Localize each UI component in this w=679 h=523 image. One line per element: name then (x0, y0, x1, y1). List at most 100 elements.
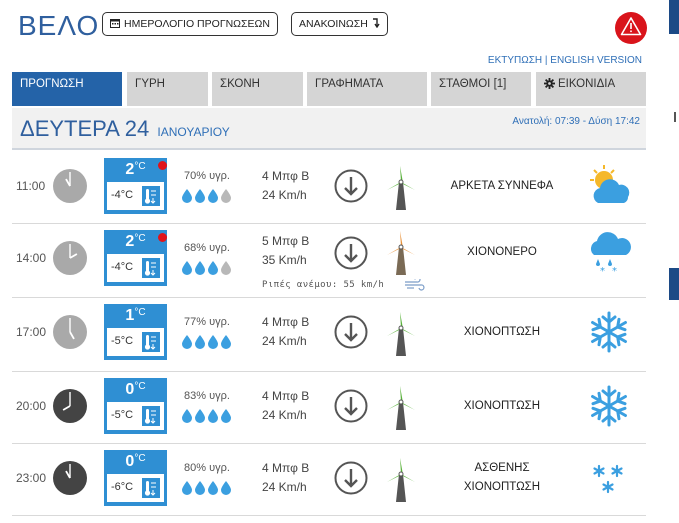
tab-label: ΓΡΑΦΗΜΑΤΑ (315, 78, 384, 90)
tab-icons[interactable]: ΕΙΚΟΝΙΔΙΑ (536, 72, 646, 106)
wind-beaufort: 4 Μπφ Β (262, 315, 310, 329)
wind-speed: 24 Km/h (262, 480, 307, 494)
temperature-box: 1°C -5°C (104, 304, 167, 360)
max-temperature-value: 2 (125, 233, 135, 250)
forecast-row: 11:00 2°C -4°C 70% υγρ. 4 Μπφ Β 24 Km/h ΑΡΚΕΤΑ… (12, 152, 646, 224)
wind-beaufort: 4 Μπφ Β (262, 389, 310, 403)
condition-line: ΧΙΟΝΟΠΤΩΣΗ (463, 481, 541, 493)
snowflake-icon (586, 309, 632, 360)
wind-direction-arrow-icon (334, 389, 368, 428)
clock-icon (52, 460, 88, 501)
min-temperature-box: -5°C (107, 328, 164, 356)
max-temperature: 1°C (104, 307, 167, 325)
humidity: 77% υγρ. (184, 316, 230, 328)
warning-alert-button[interactable] (615, 12, 647, 44)
tab-label: ΕΙΚΟΝΙΔΙΑ (558, 78, 616, 90)
wind-turbine-icon (384, 384, 418, 435)
sunrise-sunset: Ανατολή: 07:39 - Δύση 17:42 (512, 116, 640, 127)
water-drop-icon (182, 261, 192, 280)
alert-dot (158, 161, 167, 170)
wind-turbine-icon (384, 456, 418, 507)
max-temperature-value: 0 (125, 381, 135, 398)
min-temperature: -6°C (111, 481, 134, 493)
links-separator: | (544, 55, 548, 66)
level-down-arrow-icon (372, 17, 380, 31)
forecast-calendar-button[interactable]: ΗΜΕΡΟΛΟΓΙΟ ΠΡΟΓΝΩΣΕΩΝ (102, 12, 278, 36)
clock-icon (52, 168, 88, 209)
wind-info: 4 Μπφ Β 24 Km/h (262, 313, 309, 351)
calendar-icon (110, 18, 120, 31)
forecast-calendar-label: ΗΜΕΡΟΛΟΓΙΟ ΠΡΟΓΝΩΣΕΩΝ (124, 18, 270, 30)
wind-beaufort: 4 Μπφ Β (262, 461, 310, 475)
thermometer-icon (142, 406, 160, 431)
print-link[interactable]: ΕΚΤΥΠΩΣΗ (487, 55, 543, 66)
max-temperature: 2°C (104, 233, 167, 251)
water-drop-icon (182, 335, 192, 354)
water-drop-icon (182, 189, 192, 208)
condition-line: ΑΣΘΕΝΗΣ (474, 462, 530, 474)
water-drop-icon (221, 261, 231, 280)
max-temperature-value: 0 (125, 453, 135, 470)
water-drop-icon (208, 335, 218, 354)
water-drop-icon (221, 189, 231, 208)
weather-condition: ΧΙΟΝΟΠΤΩΣΗ (442, 323, 562, 342)
water-drop-icon (208, 261, 218, 280)
day-title: ΔΕΥΤΕΡΑ 24 ΙΑΝΟΥΑΡΙΟΥ (20, 116, 230, 142)
tab-charts[interactable]: ΓΡΑΦΗΜΑΤΑ (307, 72, 427, 106)
wind-info: 5 Μπφ Β 35 Km/h (262, 232, 309, 270)
tab-forecast[interactable]: ΠΡΟΓΝΩΣΗ (12, 72, 122, 106)
tab-stations[interactable]: ΣΤΑΘΜΟΙ [1] (431, 72, 531, 106)
wind-turbine-icon (384, 229, 418, 280)
svg-text:*: * (600, 266, 605, 275)
alert-dot (158, 233, 167, 242)
wind-gust: Ριπές ανέμου: 55 km/h (262, 280, 385, 290)
max-temperature: 2°C (104, 161, 167, 179)
clock-icon (52, 314, 88, 355)
warning-triangle-icon (620, 16, 642, 41)
max-temperature: 0°C (104, 453, 167, 471)
wind-beaufort: 5 Μπφ Β (262, 234, 310, 248)
wind-direction-arrow-icon (334, 315, 368, 354)
water-drop-icon (195, 409, 205, 428)
wind-info: 4 Μπφ Β 24 Km/h (262, 459, 309, 497)
wind-direction-arrow-icon (334, 461, 368, 500)
wind-beaufort: 4 Μπφ Β (262, 169, 310, 183)
english-version-link[interactable]: ENGLISH VERSION (550, 55, 642, 66)
water-drop-icon (208, 189, 218, 208)
humidity-drops (182, 189, 231, 208)
tab-dust[interactable]: ΣΚΟΝΗ (212, 72, 303, 106)
temperature-box: 0°C -5°C (104, 378, 167, 434)
announcement-button[interactable]: ΑΝΑΚΟΙΝΩΣΗ (291, 12, 388, 36)
condition-line: ΧΙΟΝΟΠΤΩΣΗ (463, 325, 541, 338)
water-drop-icon (221, 335, 231, 354)
water-drop-icon (182, 481, 192, 500)
weather-condition: ΑΡΚΕΤΑ ΣΥΝΝΕΦΑ (442, 177, 562, 196)
forecast-row: 14:00 2°C -4°C 68% υγρ. 5 Μπφ Β 35 Km/h Ριπές … (12, 224, 646, 298)
temperature-unit: °C (134, 307, 146, 318)
sleet-icon: * * (586, 229, 632, 280)
wind-turbine-icon (384, 164, 418, 215)
humidity-drops (182, 481, 231, 500)
wind-direction-arrow-icon (334, 169, 368, 208)
forecast-row: 23:00 0°C -6°C 80% υγρ. 4 Μπφ Β 24 Km/h ΑΣΘΕΝΗ… (12, 444, 646, 516)
water-drop-icon (195, 189, 205, 208)
min-temperature: -5°C (111, 409, 134, 421)
water-drop-icon (208, 409, 218, 428)
max-temperature-value: 1 (125, 307, 135, 324)
forecast-time: 20:00 (16, 399, 47, 413)
forecast-time: 17:00 (16, 325, 47, 339)
water-drop-icon (182, 409, 192, 428)
snowflake-icon (586, 383, 632, 434)
wind-speed: 24 Km/h (262, 334, 307, 348)
announcement-label: ΑΝΑΚΟΙΝΩΣΗ (299, 18, 368, 30)
city-title: ΒΕΛΟ (18, 10, 100, 41)
tab-pollen[interactable]: ΓΥΡΗ (127, 72, 208, 106)
temperature-box: 2°C -4°C (104, 230, 167, 286)
condition-line: ΑΡΚΕΤΑ ΣΥΝΝΕΦΑ (450, 179, 554, 192)
max-temperature: 0°C (104, 381, 167, 399)
wind-direction-arrow-icon (334, 236, 368, 275)
min-temperature-box: -4°C (107, 182, 164, 210)
tab-label: ΠΡΟΓΝΩΣΗ (20, 78, 84, 90)
water-drop-icon (221, 409, 231, 428)
humidity-drops (182, 335, 231, 354)
